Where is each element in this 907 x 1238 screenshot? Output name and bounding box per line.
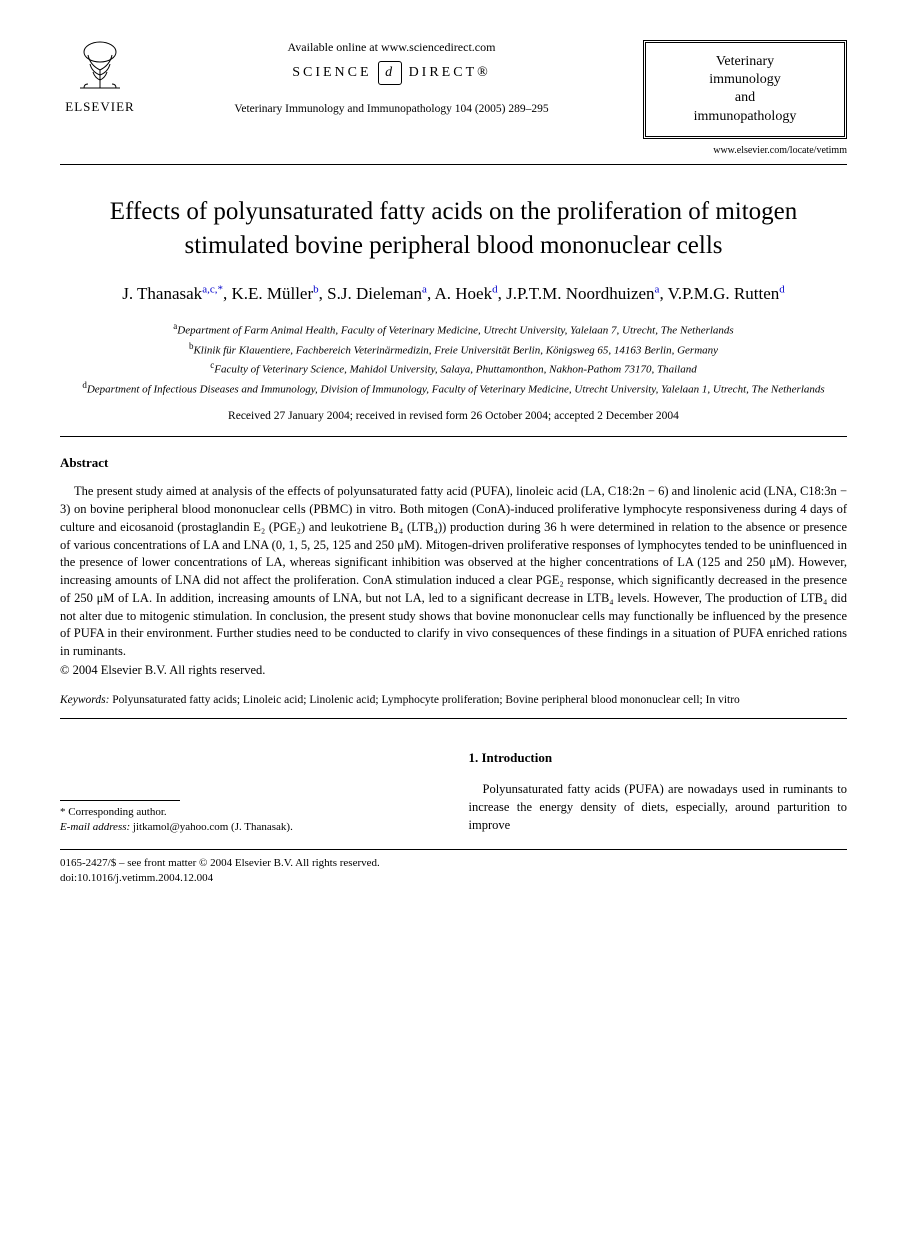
available-online-text: Available online at www.sciencedirect.co… (160, 40, 623, 55)
sd-d-icon: d (378, 61, 402, 85)
affil-b: Klinik für Klauentiere, Fachbereich Vete… (193, 344, 718, 356)
page-header: ELSEVIER Available online at www.science… (60, 40, 847, 165)
journal-title-box: Veterinary immunology and immunopatholog… (643, 40, 847, 139)
email-label: E-mail address: (60, 821, 130, 833)
journal-citation: Veterinary Immunology and Immunopatholog… (160, 103, 623, 115)
footer-rule (60, 849, 847, 850)
divider (60, 436, 847, 437)
affil-d: Department of Infectious Diseases and Im… (87, 383, 825, 395)
journal-url[interactable]: www.elsevier.com/locate/vetimm (643, 145, 847, 156)
email-value[interactable]: jitkamol@yahoo.com (J. Thanasak). (133, 821, 293, 833)
divider-2 (60, 718, 847, 719)
keywords: Keywords: Polyunsaturated fatty acids; L… (60, 692, 847, 708)
journal-box-wrap: Veterinary immunology and immunopatholog… (643, 40, 847, 156)
footnote-rule (60, 800, 180, 801)
affil-c: Faculty of Veterinary Science, Mahidol U… (214, 364, 696, 376)
article-page: ELSEVIER Available online at www.science… (0, 0, 907, 915)
publisher-name: ELSEVIER (60, 99, 140, 115)
jb-line2: immunology (709, 72, 781, 87)
abstract-copyright: © 2004 Elsevier B.V. All rights reserved… (60, 663, 847, 678)
jb-line4: immunopathology (694, 109, 797, 124)
sciencedirect-logo: SCIENCE d DIRECT® (160, 61, 623, 85)
abstract-heading: Abstract (60, 455, 847, 471)
introduction-heading: 1. Introduction (469, 749, 848, 767)
corresponding-footnote: * Corresponding author. E-mail address: … (60, 805, 439, 835)
sd-right: DIRECT® (409, 65, 491, 80)
abstract-body: The present study aimed at analysis of t… (60, 483, 847, 661)
affil-a: Department of Farm Animal Health, Facult… (177, 325, 733, 337)
keywords-text: Polyunsaturated fatty acids; Linoleic ac… (112, 694, 740, 706)
header-center: Available online at www.sciencedirect.co… (140, 40, 643, 115)
elsevier-tree-icon (60, 40, 140, 99)
jb-line3: and (735, 90, 755, 105)
publisher-logo: ELSEVIER (60, 40, 140, 115)
corr-email-line: E-mail address: jitkamol@yahoo.com (J. T… (60, 820, 439, 835)
left-column: * Corresponding author. E-mail address: … (60, 749, 439, 835)
introduction-body: Polyunsaturated fatty acids (PUFA) are n… (469, 781, 848, 834)
journal-box-title: Veterinary immunology and immunopatholog… (660, 53, 830, 126)
page-footer: 0165-2427/$ – see front matter © 2004 El… (60, 856, 847, 886)
author-list: J. Thanasaka,c,*, K.E. Müllerb, S.J. Die… (60, 282, 847, 306)
corr-author: * Corresponding author. (60, 805, 439, 820)
article-dates: Received 27 January 2004; received in re… (60, 410, 847, 422)
affiliations: aDepartment of Farm Animal Health, Facul… (60, 320, 847, 398)
footer-line1: 0165-2427/$ – see front matter © 2004 El… (60, 856, 847, 871)
keywords-label: Keywords: (60, 694, 109, 706)
jb-line1: Veterinary (716, 54, 774, 69)
sd-left: SCIENCE (292, 65, 371, 80)
two-column-body: * Corresponding author. E-mail address: … (60, 749, 847, 835)
footer-line2: doi:10.1016/j.vetimm.2004.12.004 (60, 871, 847, 886)
right-column: 1. Introduction Polyunsaturated fatty ac… (469, 749, 848, 835)
article-title: Effects of polyunsaturated fatty acids o… (80, 195, 827, 263)
